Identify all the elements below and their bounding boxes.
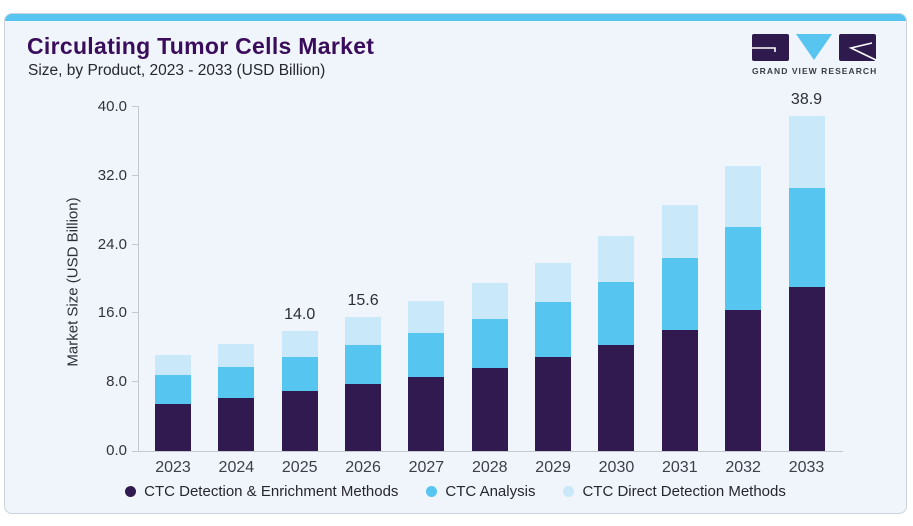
bar-segment [535,357,572,451]
y-tick-mark [132,243,139,245]
legend-item: CTC Detection & Enrichment Methods [125,483,398,500]
bar-segment [598,281,635,346]
bar-segment [788,116,825,188]
x-tick-label: 2029 [535,459,571,476]
legend-label: CTC Analysis [445,483,536,500]
x-tick-label: 2027 [408,459,445,476]
y-axis-title: Market Size (USD Billion) [64,197,82,367]
gvr-logo-emblem [752,34,877,61]
bar-segment [345,345,382,384]
legend-label: CTC Direct Detection Methods [582,483,786,500]
legend-dot-icon [426,486,438,497]
bar-segment [471,319,508,369]
bar-segment [535,302,572,358]
x-tick-label: 2025 [281,459,318,476]
bar-segment [155,403,191,451]
bar-segment [788,187,825,287]
bar-segment [661,329,698,451]
chart-card: Circulating Tumor Cells Market Size, by … [4,13,907,514]
bar-segment [725,166,762,227]
bar-segment [598,345,635,451]
gvr-r-icon [839,34,877,61]
plot-area: 0.0 8.0 16.0 24.0 32.0 40.0 2023 2024 14.0 2025 15… [98,91,843,476]
gvr-g-icon [752,34,789,61]
bar-segment [281,357,318,391]
legend-dot-icon [125,486,137,497]
bar-segment [661,205,698,258]
bar-total-label: 14.0 [284,305,316,323]
legend-item: CTC Analysis [426,483,535,500]
y-tick-label: 40.0 [97,98,127,115]
grand-view-research-logo: GRAND VIEW RESEARCH [752,34,878,76]
y-tick-label: 24.0 [97,235,127,253]
x-tick-label: 2030 [598,459,635,476]
bar-segment [725,309,762,451]
x-tick-label: 2023 [155,459,191,476]
bar-segment [155,354,191,376]
y-tick-mark [132,381,139,383]
bar-segment [598,236,635,282]
y-tick-mark [132,174,139,176]
bar-total-label: 15.6 [347,291,379,309]
bar-segment [725,226,762,310]
bar-segment [345,316,382,346]
gvr-v-icon [796,34,832,60]
bar-segment [471,368,508,451]
legend-label: CTC Detection & Enrichment Methods [144,483,399,500]
bar-segment [345,383,382,451]
bar-segment [281,330,318,358]
bar-segment [788,286,825,451]
y-tick-label: 8.0 [106,373,127,391]
legend-dot-icon [563,486,575,497]
x-tick-label: 2032 [725,459,761,476]
y-tick-label: 32.0 [97,166,127,184]
y-tick-mark [132,451,139,452]
bar-segment [218,343,255,367]
bar-segment [155,375,191,404]
y-tick-label: 16.0 [97,304,127,322]
bar-segment [408,377,445,451]
y-tick-mark [132,106,139,107]
x-tick-label: 2026 [345,459,381,476]
x-tick-label: 2033 [788,459,825,476]
bar-segment [281,390,318,451]
page-subtitle: Size, by Product, 2023 - 2033 (USD Billi… [28,62,326,79]
x-tick-label: 2028 [471,459,508,476]
y-tick-label: 0.0 [106,442,127,459]
x-tick-label: 2031 [662,459,698,476]
bar-segment [661,257,698,330]
bar-segment [535,262,572,303]
gvr-logo-text: GRAND VIEW RESEARCH [752,66,878,76]
bar-segment [218,397,255,451]
legend-item: CTC Direct Detection Methods [563,483,786,500]
chart-legend: CTC Detection & Enrichment Methods CTC An… [5,483,906,500]
card-accent-bar [5,14,906,21]
bar-segment [408,301,445,334]
x-tick-label: 2024 [218,459,255,476]
page-title: Circulating Tumor Cells Market [27,33,375,59]
bar-segment [471,283,508,320]
bar-total-label: 38.9 [790,91,823,109]
bar-segment [408,333,445,378]
y-tick-mark [132,312,139,314]
bar-segment [218,366,255,398]
